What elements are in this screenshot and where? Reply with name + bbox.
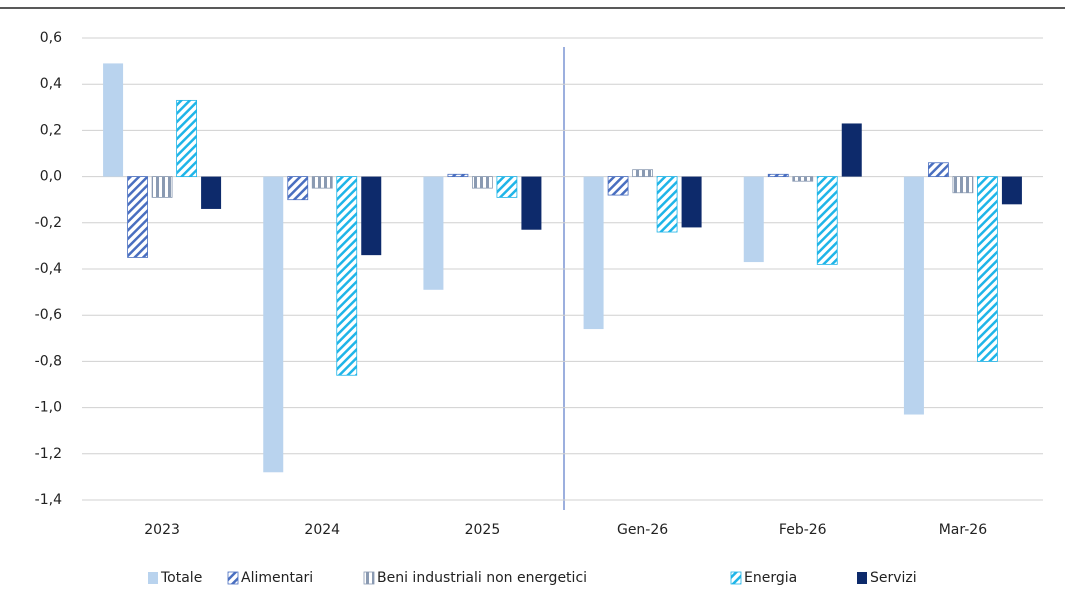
y-tick-label: -1,2 [35, 446, 62, 462]
bar [521, 176, 542, 230]
bar [361, 176, 382, 256]
bar [743, 176, 764, 263]
legend-label: Beni industriali non energetici [377, 570, 587, 586]
legend-label: Energia [744, 570, 797, 586]
bar [263, 176, 284, 473]
bar [903, 176, 924, 415]
bar [792, 176, 814, 182]
y-tick-label: -1,4 [35, 492, 62, 508]
legend-swatch [363, 571, 375, 585]
y-tick-label: 0,6 [40, 30, 62, 46]
legend-swatch [227, 571, 239, 585]
bar [1001, 176, 1022, 205]
bar [336, 176, 358, 376]
bar [447, 173, 469, 177]
bar [423, 176, 444, 290]
x-tick-label: 2025 [465, 522, 501, 538]
legend-swatch [730, 571, 742, 585]
x-tick-label: Feb-26 [779, 522, 827, 538]
bar [656, 176, 678, 233]
bar [151, 176, 173, 198]
bar [952, 176, 974, 194]
bar [928, 162, 949, 178]
y-tick-label: -0,8 [35, 353, 62, 369]
legend-label: Alimentari [241, 570, 313, 586]
bar [103, 63, 124, 177]
bar [607, 176, 629, 196]
y-tick-label: -0,4 [35, 261, 62, 277]
bar [201, 176, 222, 209]
x-tick-label: 2024 [304, 522, 340, 538]
bar [311, 176, 333, 189]
bar [127, 176, 148, 258]
x-tick-label: Mar-26 [939, 522, 987, 538]
y-tick-label: -0,6 [35, 307, 62, 323]
bar [841, 123, 862, 177]
bar [496, 176, 518, 198]
x-tick-label: 2023 [144, 522, 180, 538]
legend-label: Servizi [870, 570, 917, 586]
bar [583, 176, 604, 330]
bar [767, 173, 789, 177]
bar [287, 176, 309, 201]
y-tick-label: -1,0 [35, 400, 62, 416]
bar [681, 176, 702, 228]
bar [977, 176, 998, 362]
bar [632, 169, 653, 177]
legend-swatch [857, 572, 867, 584]
y-tick-label: 0,2 [40, 122, 62, 138]
legend-swatch [148, 572, 158, 584]
bar [816, 176, 838, 265]
bar [176, 99, 197, 178]
bar [472, 176, 493, 189]
y-tick-label: 0,4 [40, 76, 62, 92]
y-tick-label: 0,0 [40, 169, 62, 185]
x-tick-label: Gen-26 [617, 522, 668, 538]
y-tick-label: -0,2 [35, 215, 62, 231]
legend-label: Totale [160, 570, 202, 586]
